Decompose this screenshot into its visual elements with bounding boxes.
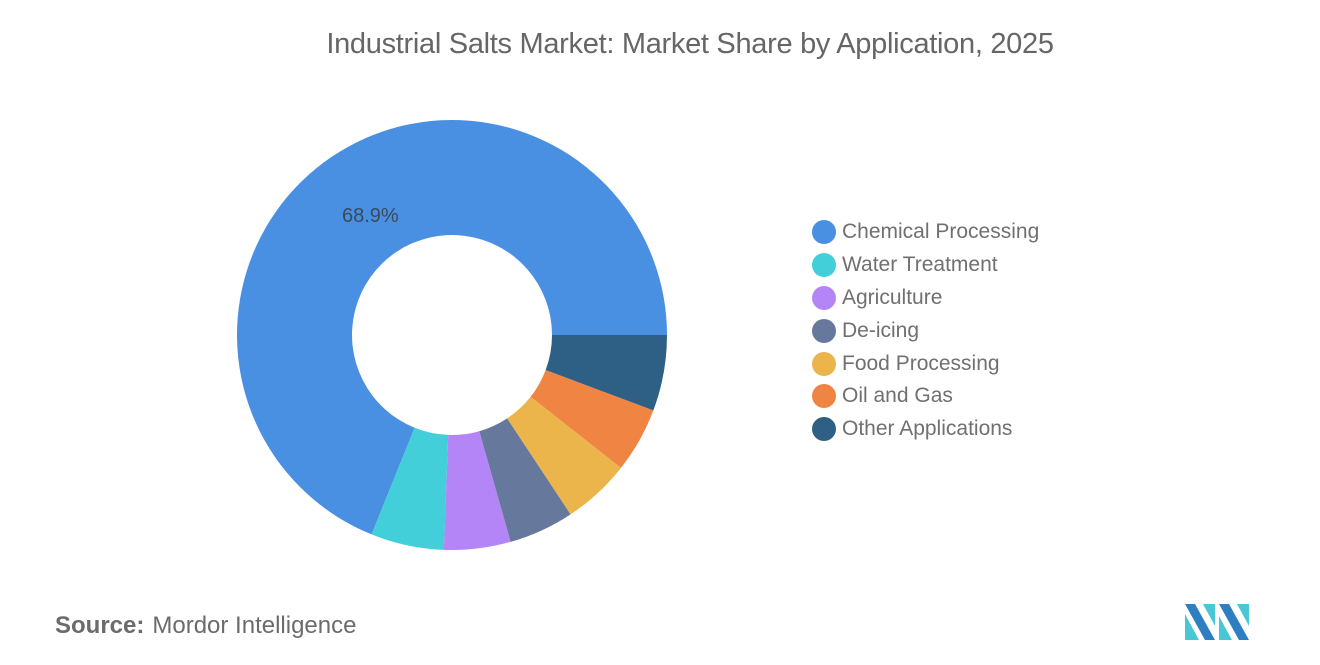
legend-item-food-processing[interactable]: Food Processing — [812, 347, 1039, 380]
data-label-chemical-processing: 68.9% — [342, 205, 399, 227]
legend-marker-circle-icon — [812, 318, 836, 343]
donut-slices — [237, 119, 667, 550]
legend-item-de-icing[interactable]: De-icing — [812, 314, 1039, 347]
source-note: Source: Mordor Intelligence — [55, 612, 356, 640]
legend-marker-circle-icon — [812, 417, 836, 442]
source-value: Mordor Intelligence — [152, 612, 357, 639]
legend-label: Other Applications — [842, 417, 1013, 441]
legend-marker-circle-icon — [812, 384, 836, 409]
legend-label: De-icing — [842, 318, 920, 342]
slice-oil-and-gas[interactable] — [530, 370, 654, 468]
source-label: Source: — [55, 612, 145, 639]
chart-title: Industrial Salts Market: Market Share by… — [326, 28, 1054, 60]
slice-food-processing[interactable] — [507, 396, 622, 515]
mordor-intelligence-logo-icon — [1185, 604, 1249, 640]
legend: Chemical Processing Water Treatment Agri… — [812, 216, 1039, 446]
legend-label: Oil and Gas — [842, 384, 953, 408]
legend-label: Chemical Processing — [842, 220, 1040, 244]
legend-item-agriculture[interactable]: Agriculture — [812, 282, 1039, 315]
legend-item-other-applications[interactable]: Other Applications — [812, 413, 1039, 446]
legend-marker-circle-icon — [812, 351, 836, 376]
slice-agriculture[interactable] — [443, 431, 511, 550]
legend-item-water-treatment[interactable]: Water Treatment — [812, 249, 1039, 282]
donut-chart: 68.9% — [237, 119, 667, 550]
legend-label: Agriculture — [842, 285, 943, 309]
legend-marker-circle-icon — [812, 220, 836, 245]
legend-label: Food Processing — [842, 351, 1000, 375]
legend-marker-circle-icon — [812, 285, 836, 310]
legend-item-chemical-processing[interactable]: Chemical Processing — [812, 216, 1039, 249]
slice-water-treatment[interactable] — [371, 427, 449, 550]
slice-chemical-processing[interactable] — [237, 119, 667, 535]
legend-label: Water Treatment — [842, 253, 998, 277]
slice-de-icing[interactable] — [479, 418, 571, 542]
slice-other-applications[interactable] — [545, 335, 667, 411]
legend-marker-circle-icon — [812, 253, 836, 278]
legend-item-oil-and-gas[interactable]: Oil and Gas — [812, 380, 1039, 413]
